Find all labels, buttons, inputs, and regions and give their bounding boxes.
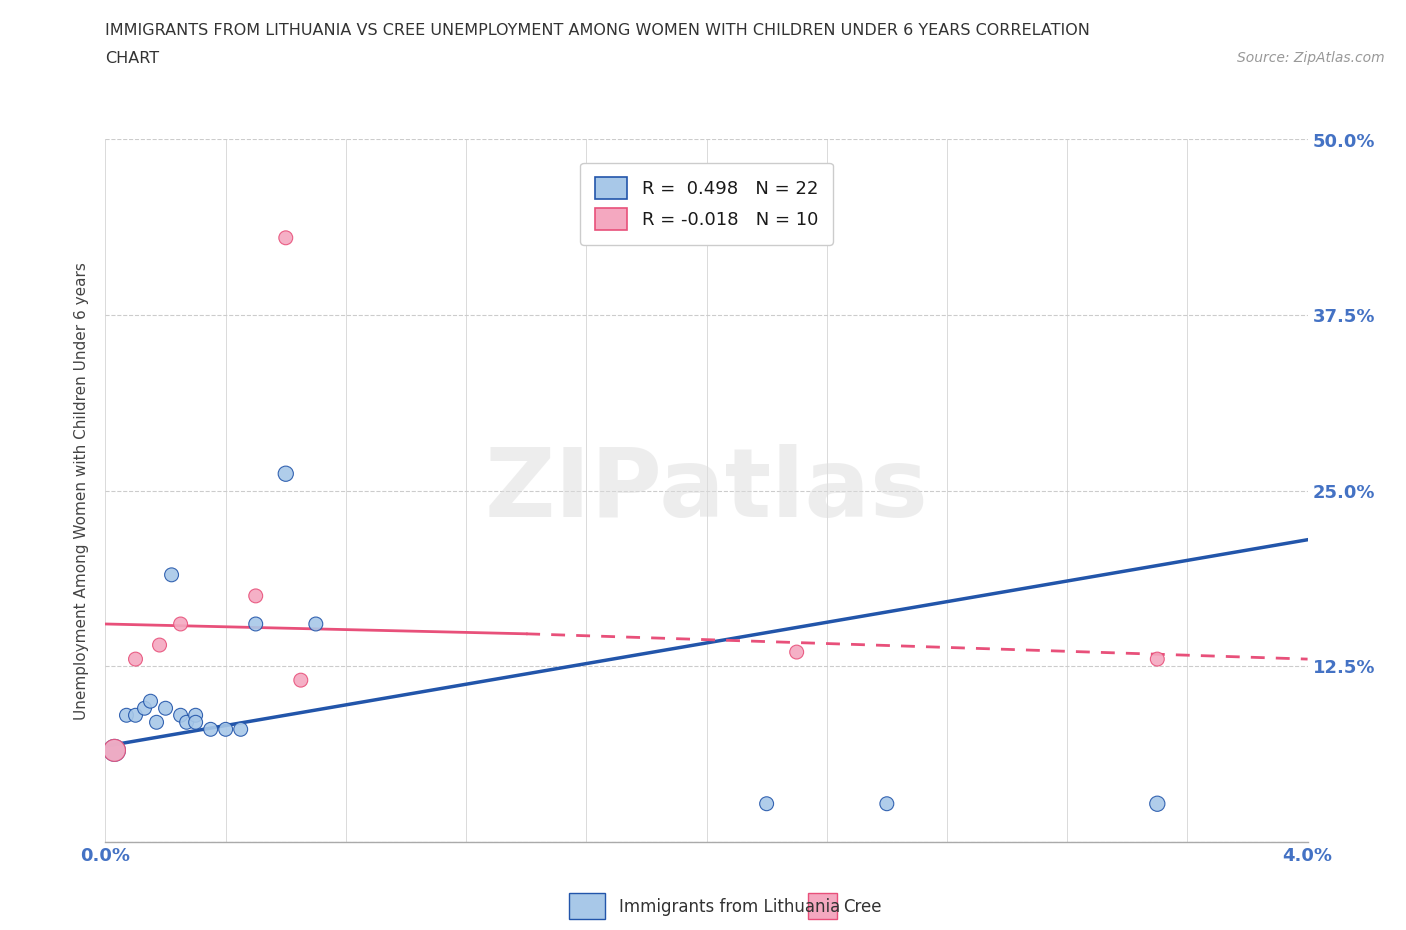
Point	[124, 652, 146, 667]
Point	[124, 708, 146, 723]
Point	[103, 743, 125, 758]
Y-axis label: Unemployment Among Women with Children Under 6 years: Unemployment Among Women with Children U…	[75, 261, 90, 720]
Point	[160, 567, 183, 582]
Point	[245, 617, 267, 631]
Point	[245, 589, 267, 604]
Point	[169, 708, 191, 723]
Point	[169, 617, 191, 631]
Point	[176, 715, 198, 730]
Point	[274, 466, 297, 481]
Point	[184, 708, 207, 723]
Point	[1146, 652, 1168, 667]
Legend: R =  0.498   N = 22, R = -0.018   N = 10: R = 0.498 N = 22, R = -0.018 N = 10	[581, 163, 832, 245]
Point	[134, 701, 156, 716]
Point	[184, 715, 207, 730]
Point	[145, 715, 167, 730]
Point	[1146, 796, 1168, 811]
Point	[115, 708, 138, 723]
Point	[876, 796, 898, 811]
Point	[229, 722, 252, 737]
Point	[290, 672, 312, 687]
Text: Cree: Cree	[844, 897, 882, 916]
Point	[786, 644, 808, 659]
Point	[274, 231, 297, 246]
Point	[155, 701, 177, 716]
Point	[139, 694, 162, 709]
Text: Source: ZipAtlas.com: Source: ZipAtlas.com	[1237, 51, 1385, 65]
Text: ZIPatlas: ZIPatlas	[485, 445, 928, 538]
Point	[200, 722, 222, 737]
Text: Immigrants from Lithuania: Immigrants from Lithuania	[619, 897, 839, 916]
Point	[305, 617, 328, 631]
Text: CHART: CHART	[105, 51, 159, 66]
Point	[755, 796, 778, 811]
Point	[214, 722, 236, 737]
Text: IMMIGRANTS FROM LITHUANIA VS CREE UNEMPLOYMENT AMONG WOMEN WITH CHILDREN UNDER 6: IMMIGRANTS FROM LITHUANIA VS CREE UNEMPL…	[105, 23, 1090, 38]
Point	[148, 638, 170, 653]
Point	[103, 743, 125, 758]
